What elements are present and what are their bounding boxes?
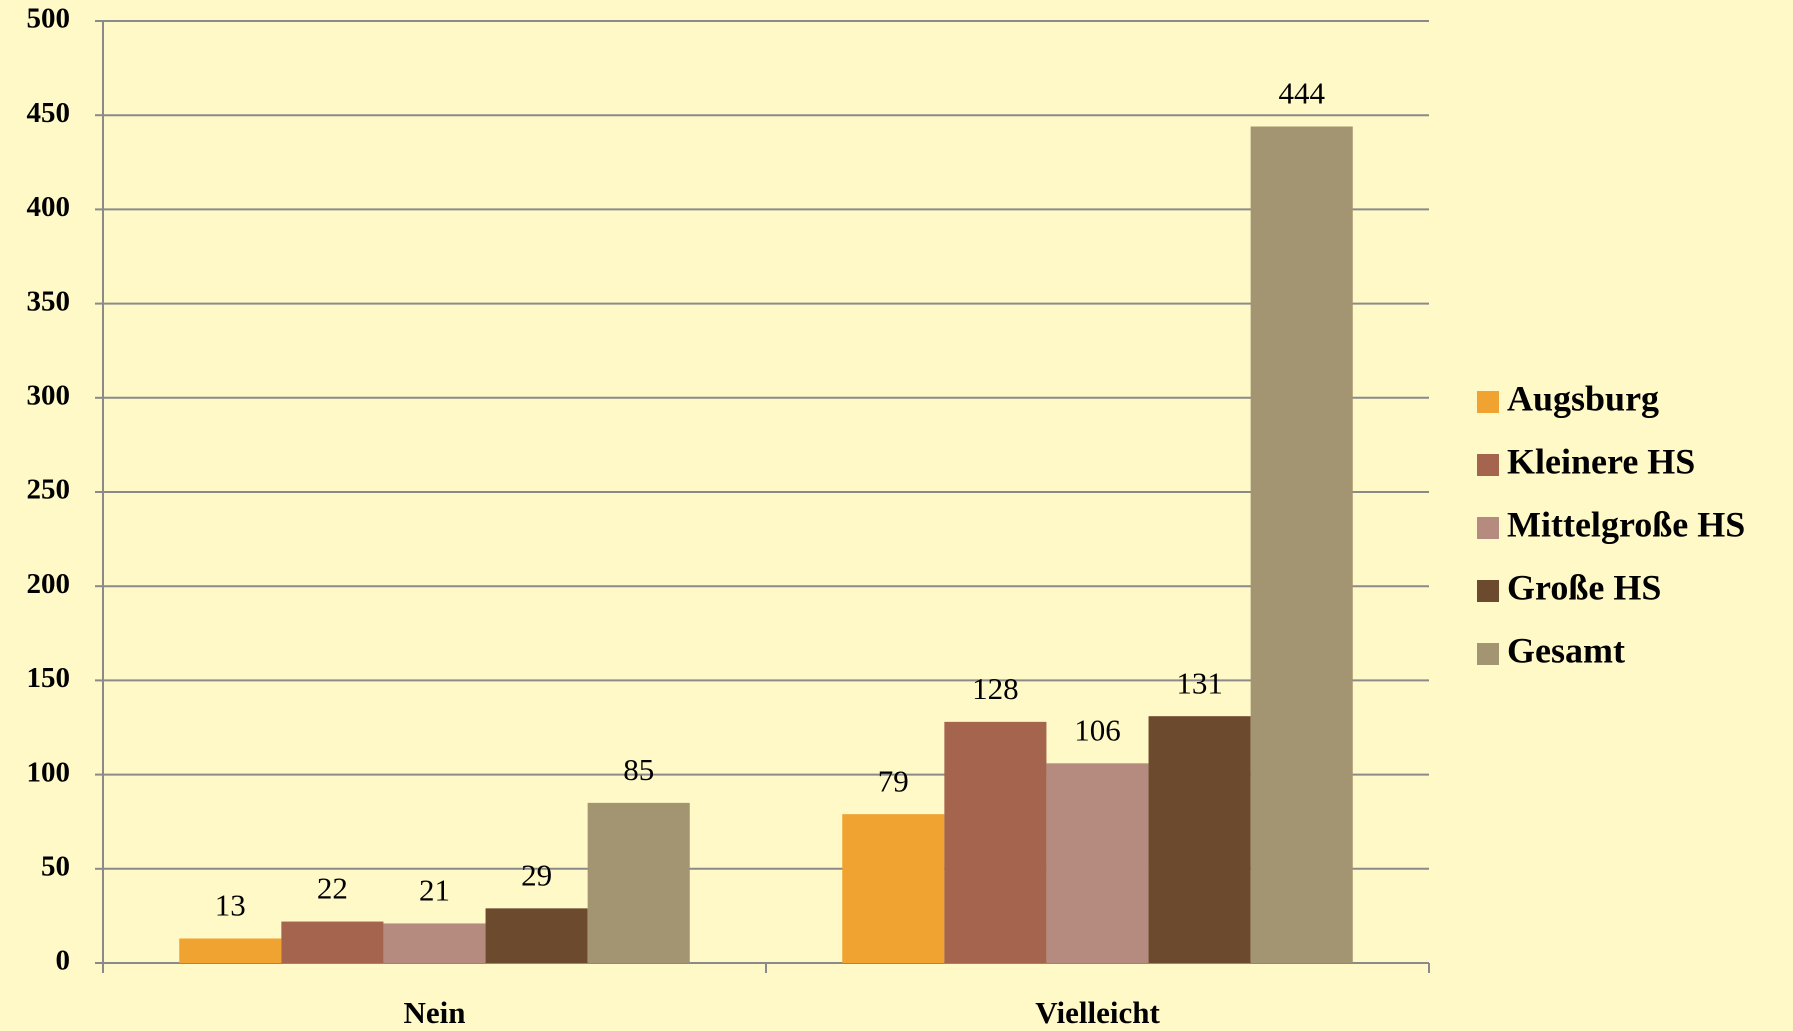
data-label: 79 [878, 763, 909, 798]
y-tick-label: 150 [27, 662, 71, 694]
data-label: 444 [1278, 76, 1325, 111]
legend-swatch [1477, 454, 1499, 476]
x-tick-label: Nein [404, 995, 466, 1030]
y-tick-label: 400 [27, 191, 71, 223]
legend-swatch [1477, 643, 1499, 665]
legend-label: Augsburg [1507, 378, 1659, 418]
y-tick-label: 450 [27, 97, 71, 129]
y-tick-label: 50 [41, 850, 70, 882]
y-tick-label: 300 [27, 379, 71, 411]
x-tick-label: Vielleicht [1035, 995, 1160, 1030]
bar [179, 938, 282, 963]
bar [383, 923, 486, 963]
legend-label: Kleinere HS [1507, 441, 1695, 481]
y-tick-label: 0 [56, 945, 71, 977]
legend-label: Gesamt [1507, 630, 1625, 670]
data-label: 22 [317, 871, 348, 906]
data-label: 21 [419, 873, 450, 908]
y-tick-label: 500 [27, 3, 71, 35]
data-label: 85 [623, 752, 654, 787]
data-label: 106 [1074, 712, 1121, 747]
y-tick-label: 200 [27, 568, 71, 600]
legend-label: Mittelgroße HS [1507, 504, 1745, 544]
bar [1148, 716, 1251, 963]
bar [1046, 763, 1149, 963]
legend-label: Große HS [1507, 567, 1661, 607]
data-label: 13 [215, 888, 246, 923]
bar [944, 721, 1047, 963]
data-label: 131 [1176, 665, 1223, 700]
bar [587, 802, 690, 963]
data-label: 29 [521, 857, 552, 892]
bar [485, 908, 588, 963]
bar [281, 921, 384, 963]
legend-swatch [1477, 391, 1499, 413]
y-tick-label: 100 [27, 756, 71, 788]
y-tick-label: 350 [27, 285, 71, 317]
data-label: 128 [972, 671, 1019, 706]
legend-swatch [1477, 517, 1499, 539]
legend-swatch [1477, 580, 1499, 602]
bar [1250, 126, 1353, 963]
y-tick-label: 250 [27, 474, 71, 506]
bar [842, 814, 945, 963]
